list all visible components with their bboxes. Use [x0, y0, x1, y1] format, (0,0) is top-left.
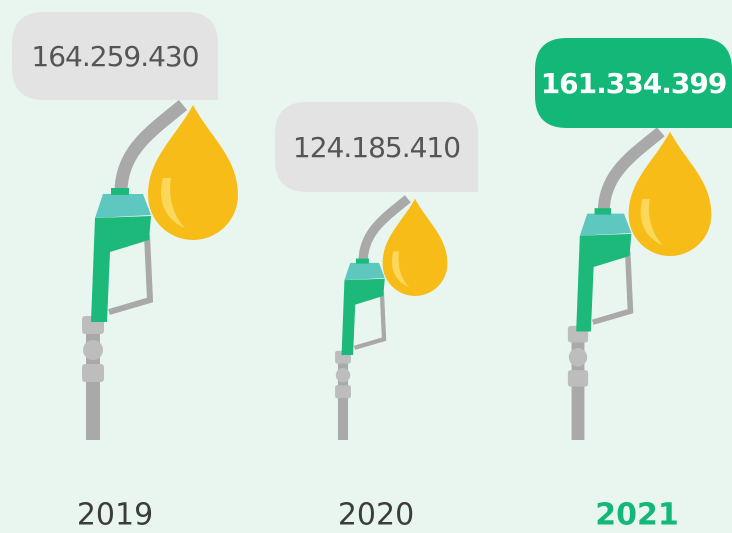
- hose: [337, 360, 349, 440]
- fitting: [568, 348, 588, 367]
- value-bubble: [535, 38, 732, 128]
- trigger-guard: [108, 234, 154, 315]
- value-label: 164.259.430: [31, 40, 198, 73]
- nozzle: [358, 195, 411, 262]
- nozzle: [114, 100, 188, 193]
- handle-top: [111, 188, 129, 195]
- handle-cap: [344, 262, 385, 281]
- year-label: 2020: [338, 498, 414, 533]
- drop-shine: [640, 198, 663, 245]
- year-label: 2019: [77, 498, 153, 533]
- handle: [91, 216, 151, 322]
- value-label: 124.185.410: [293, 131, 460, 164]
- drop-shine: [161, 178, 185, 228]
- fuel-pump: [567, 127, 712, 440]
- drop-shine: [391, 251, 410, 288]
- trigger-guard: [591, 251, 634, 325]
- handle: [341, 278, 385, 356]
- fitting: [83, 340, 103, 360]
- year-column: 164.259.430 2019: [12, 12, 238, 533]
- fitting: [335, 368, 351, 383]
- nozzle: [597, 127, 665, 213]
- fitting: [335, 385, 351, 399]
- handle-cap: [95, 194, 151, 218]
- handle: [576, 233, 632, 332]
- value-bubble: [275, 102, 478, 192]
- handle-top: [594, 208, 612, 215]
- value-label: 161.334.399: [541, 67, 727, 100]
- fitting: [567, 370, 589, 387]
- fuel-pump: [335, 195, 448, 440]
- year-label: 2021: [595, 498, 679, 533]
- year-column: 161.334.399 2021: [535, 38, 732, 533]
- value-bubble: [12, 12, 218, 100]
- fitting: [82, 364, 104, 382]
- fuel-pump: [82, 100, 238, 440]
- handle-top: [355, 258, 369, 264]
- handle-cap: [579, 213, 632, 236]
- year-column: 124.185.410 2020: [275, 102, 478, 533]
- trigger-guard: [353, 292, 387, 350]
